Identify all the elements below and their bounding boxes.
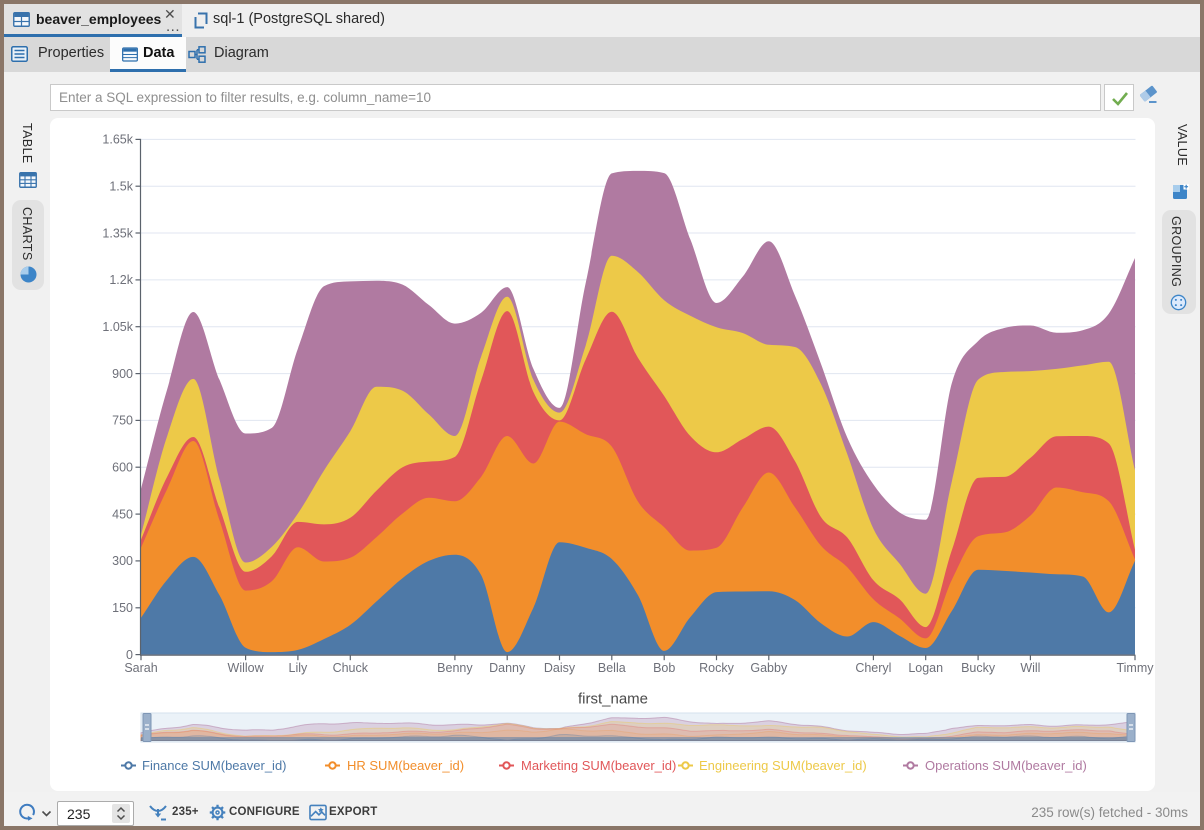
svg-text:Logan: Logan [908, 661, 943, 675]
svg-text:Bella: Bella [598, 661, 626, 675]
svg-text:Gabby: Gabby [750, 661, 788, 675]
svg-text:Sarah: Sarah [124, 661, 157, 675]
svg-text:1.2k: 1.2k [109, 273, 133, 287]
svg-text:Lily: Lily [289, 661, 309, 675]
svg-text:1.5k: 1.5k [109, 180, 133, 194]
svg-text:first_name: first_name [578, 691, 648, 708]
svg-text:Engineering SUM(beaver_id): Engineering SUM(beaver_id) [699, 758, 867, 773]
svg-text:Bob: Bob [653, 661, 675, 675]
svg-text:1.65k: 1.65k [102, 133, 133, 147]
svg-text:300: 300 [112, 554, 133, 568]
svg-text:1.05k: 1.05k [102, 320, 133, 334]
svg-text:HR SUM(beaver_id): HR SUM(beaver_id) [347, 758, 464, 773]
svg-text:750: 750 [112, 414, 133, 428]
svg-text:Finance SUM(beaver_id): Finance SUM(beaver_id) [142, 758, 287, 773]
svg-text:450: 450 [112, 507, 133, 521]
svg-text:Rocky: Rocky [699, 661, 734, 675]
svg-text:Chuck: Chuck [333, 661, 369, 675]
svg-text:Cheryl: Cheryl [855, 661, 891, 675]
svg-text:Benny: Benny [437, 661, 473, 675]
svg-text:900: 900 [112, 367, 133, 381]
svg-text:Willow: Willow [228, 661, 265, 675]
svg-text:Daisy: Daisy [544, 661, 576, 675]
svg-text:Timmy: Timmy [1116, 661, 1154, 675]
svg-text:600: 600 [112, 461, 133, 475]
svg-text:0: 0 [126, 648, 133, 662]
svg-text:Operations SUM(beaver_id): Operations SUM(beaver_id) [925, 758, 1087, 773]
svg-text:Danny: Danny [489, 661, 526, 675]
svg-text:Will: Will [1020, 661, 1040, 675]
svg-text:Bucky: Bucky [961, 661, 996, 675]
svg-text:1.35k: 1.35k [102, 226, 133, 240]
svg-text:150: 150 [112, 601, 133, 615]
svg-text:Marketing SUM(beaver_id): Marketing SUM(beaver_id) [521, 758, 676, 773]
